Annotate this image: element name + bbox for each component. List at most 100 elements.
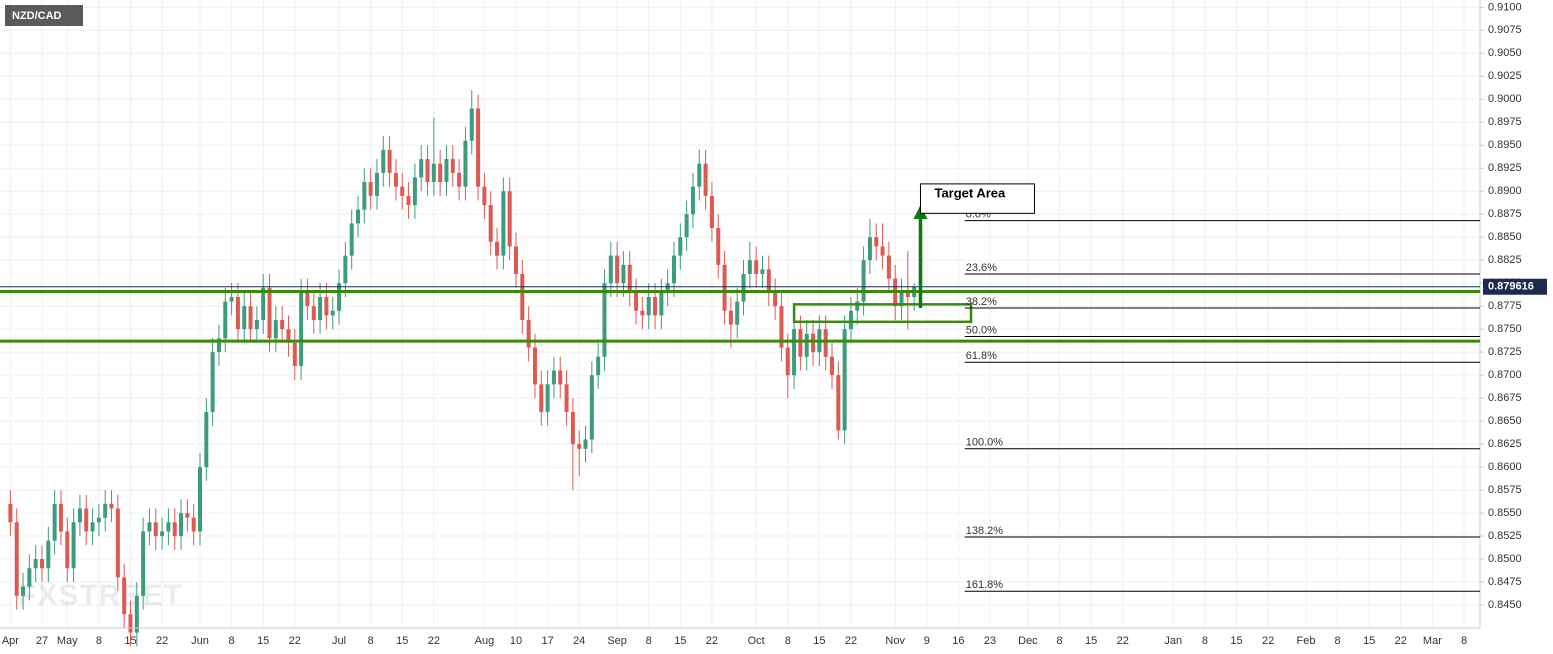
candle-body (280, 319, 285, 330)
candle-body (564, 384, 569, 412)
candle-body (71, 522, 76, 569)
candle-body (362, 182, 367, 210)
candle-body (147, 522, 152, 532)
candle-body (229, 296, 234, 302)
x-tick-label: 8 (229, 635, 235, 647)
candle-body (393, 172, 398, 187)
fib-label: 138.2% (966, 525, 1004, 537)
candle-body (84, 508, 89, 532)
x-tick-label: 22 (289, 635, 301, 647)
candle-body (21, 586, 26, 596)
y-tick-label: 0.9100 (1488, 1, 1522, 13)
x-tick-label: 8 (1056, 635, 1062, 647)
candle-body (665, 283, 670, 293)
candle-body (412, 177, 417, 206)
candle-body (349, 223, 354, 256)
candle-body (602, 283, 607, 357)
candle-body (520, 274, 525, 320)
candle-body (867, 237, 872, 261)
candle-body (160, 531, 165, 537)
candle-body (798, 329, 803, 357)
x-tick-label: Aug (475, 635, 495, 647)
x-tick-label: Dec (1018, 635, 1038, 647)
candle-body (501, 191, 506, 256)
candle-body (627, 264, 632, 293)
candle-body (52, 503, 57, 541)
candle-body (747, 260, 752, 275)
candle-body (836, 375, 841, 431)
candle-body (848, 310, 853, 330)
x-tick-label: 8 (96, 635, 102, 647)
x-tick-label: 8 (1202, 635, 1208, 647)
x-tick-label: 15 (257, 635, 269, 647)
y-tick-label: 0.8950 (1488, 139, 1522, 151)
candle-body (583, 439, 588, 449)
candle-body (311, 306, 316, 320)
fib-label: 161.8% (966, 579, 1004, 591)
y-tick-label: 0.8450 (1488, 599, 1522, 611)
y-tick-label: 0.8550 (1488, 507, 1522, 519)
x-tick-label: 17 (541, 635, 553, 647)
candle-body (811, 333, 816, 353)
y-tick-label: 0.9000 (1488, 93, 1522, 105)
x-tick-label: 8 (1335, 635, 1341, 647)
candle-body (905, 292, 910, 297)
y-tick-label: 0.8775 (1488, 300, 1522, 312)
candle-body (223, 301, 228, 339)
y-tick-label: 0.9075 (1488, 24, 1522, 36)
last-price-badge (1483, 278, 1547, 295)
candle-body (570, 411, 575, 445)
candle-body (77, 508, 82, 523)
candle-body (589, 375, 594, 440)
symbol-badge (5, 5, 83, 26)
candle-body (779, 306, 784, 348)
candle-body (128, 614, 133, 633)
watermark: FXSTREET (18, 579, 183, 612)
candle-body (337, 283, 342, 311)
candle-body (254, 319, 259, 330)
x-tick-label: 8 (1461, 635, 1467, 647)
candle-body (216, 338, 221, 353)
x-tick-label: Feb (1297, 635, 1316, 647)
candle-body (248, 306, 253, 330)
candle-body (457, 172, 462, 187)
candle-body (115, 508, 120, 578)
candle-body (476, 108, 481, 187)
y-tick-label: 0.8875 (1488, 208, 1522, 220)
candle-body (141, 531, 146, 596)
candle-body (646, 296, 651, 316)
candle-body (374, 172, 379, 196)
candle-body (166, 522, 171, 532)
candle-body (514, 246, 518, 275)
candle-body (551, 370, 556, 385)
candle-body (659, 292, 664, 316)
candle-body (90, 522, 95, 532)
candle-body (96, 517, 101, 523)
candle-body (299, 292, 304, 366)
x-tick-label: Sep (607, 635, 627, 647)
x-tick-label: 22 (845, 635, 857, 647)
candle-body (697, 163, 702, 187)
y-tick-label: 0.8850 (1488, 231, 1522, 243)
candle-body (267, 287, 272, 339)
candle-body (615, 255, 620, 284)
y-tick-label: 0.8525 (1488, 530, 1522, 542)
y-tick-label: 0.9025 (1488, 70, 1522, 82)
candle-body (672, 255, 676, 284)
target-label: Target Area (934, 185, 1006, 200)
x-tick-label: 9 (924, 635, 930, 647)
candle-body (785, 347, 790, 376)
fib-label: 50.0% (966, 324, 997, 336)
x-tick-label: Jul (332, 635, 346, 647)
fib-label: 23.6% (966, 262, 997, 274)
candle-body (722, 264, 727, 311)
candle-body (830, 356, 834, 376)
candle-body (172, 522, 177, 537)
candle-body (678, 237, 683, 256)
zone-box (792, 303, 973, 324)
candle-body (703, 163, 708, 196)
candle-body (621, 264, 626, 284)
x-tick-label: 27 (36, 635, 48, 647)
candle-body (608, 255, 613, 284)
candle-body (741, 274, 746, 302)
